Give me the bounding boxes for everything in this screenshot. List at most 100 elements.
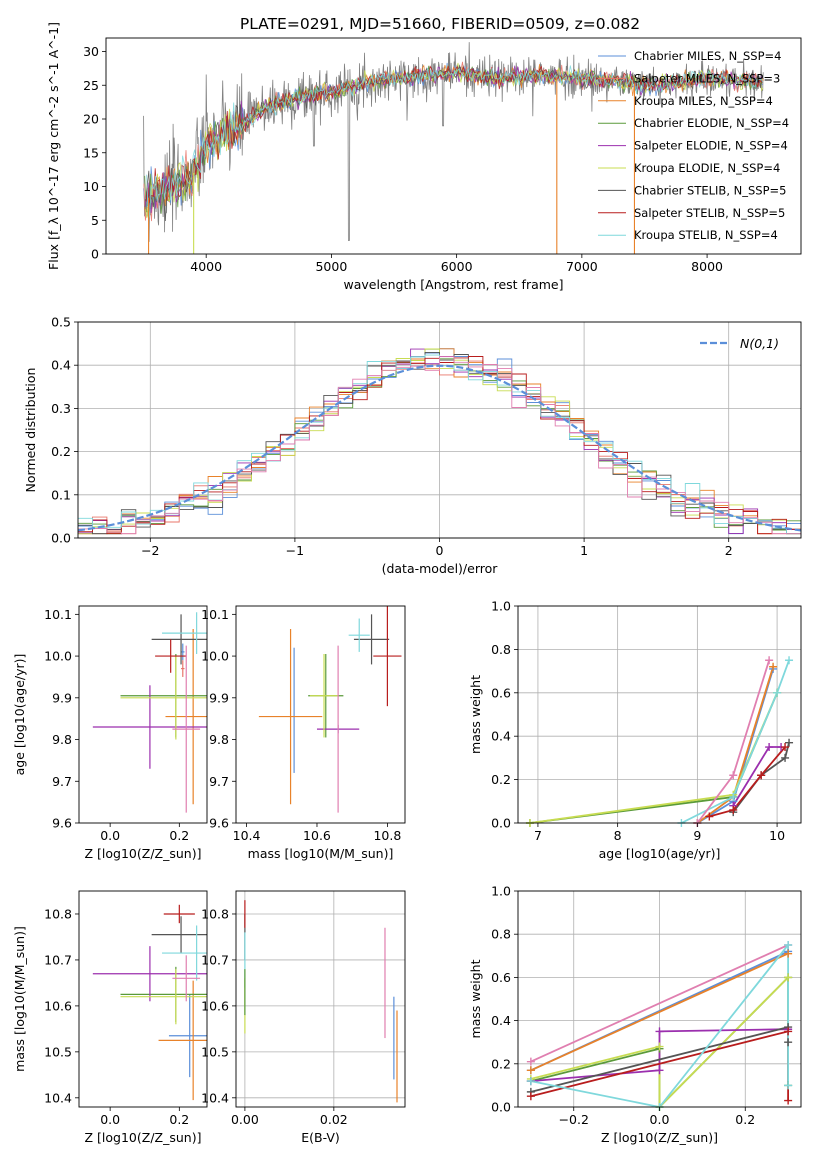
y-tick-label: 10.1 (44, 607, 72, 622)
weight-marker-extra-pink (729, 771, 738, 780)
overlay (525, 656, 794, 827)
y-tick-label: 9.6 (52, 816, 72, 831)
x-tick-label: 7 (534, 828, 542, 843)
x-tick-label: 1 (580, 543, 588, 558)
weight-marker-salpeter-stelib (729, 805, 738, 814)
normal-curve-line (78, 364, 801, 532)
weight-marker-kroupa-miles (784, 949, 793, 958)
x-tick-label: 5000 (315, 259, 347, 274)
legend-label-kroupa-miles: Kroupa MILES, N_SSP=4 (634, 94, 773, 108)
weight-marker-salpeter-elodie (655, 1066, 664, 1075)
x-tick-label: −1 (286, 543, 304, 558)
y-tick-label: 15 (83, 145, 99, 160)
y-tick-label: 10.8 (44, 906, 72, 921)
y-tick-label: 0.2 (491, 772, 511, 787)
figure-title: PLATE=0291, MJD=51660, FIBERID=0509, z=0… (240, 15, 640, 33)
y-tick-label: 0.0 (491, 816, 511, 831)
plot-area (78, 348, 801, 535)
x-tick-label: 0.0 (100, 828, 120, 843)
y-tick-label: 10.8 (201, 906, 229, 921)
y-tick-label: 1.0 (491, 599, 511, 614)
y-tick-label: 0 (91, 247, 99, 262)
y-axis-label: Normed distribution (23, 368, 38, 493)
x-tick-label: 0.2 (169, 1112, 189, 1127)
weight-marker-extra-pink (526, 1057, 535, 1066)
weight-marker-kroupa-stelib (729, 792, 738, 801)
panel-weight-vs-age: 7 8 9 10 0.0 0.2 0.4 0.6 0.8 1.0 age [log10(age/yr… (468, 599, 802, 861)
legend-label-chabrier-elodie: Chabrier ELODIE, N_SSP=4 (634, 116, 789, 130)
y-axis-label: mass weight (468, 675, 483, 754)
panel-residuals: −2 −1 0 1 2 0.0 0.1 0.2 0.3 0.4 0.5 (data-model)/er… (23, 315, 802, 576)
y-tick-label: 9.6 (209, 816, 229, 831)
y-tick-label: 10.0 (201, 649, 229, 664)
y-tick-label: 9.7 (209, 774, 229, 789)
x-tick-label: 0.2 (169, 828, 189, 843)
y-tick-label: 10.6 (44, 998, 72, 1013)
panels: 4000 5000 6000 7000 8000051015202530waveleng… (12, 22, 802, 1145)
grid (518, 605, 801, 824)
weight-line-salpeter-stelib (709, 746, 786, 818)
weight-marker-kroupa-stelib (773, 688, 782, 697)
x-tick-label: 7000 (566, 259, 598, 274)
weight-marker-chabrier-stelib (785, 738, 794, 747)
y-tick-label: 9.7 (52, 774, 72, 789)
y-tick-label: 0.6 (491, 970, 511, 985)
weight-line-kroupa-elodie (530, 976, 789, 1107)
y-tick-label: 0.3 (51, 401, 71, 416)
panel-weight-vs-z: −0.2 0.0 0.2 0.0 0.2 0.4 0.6 0.8 1.0 Z [log10(Z/Z… (468, 884, 802, 1145)
x-tick-label: 10.4 (233, 828, 261, 843)
y-tick-label: 10.5 (44, 1044, 72, 1059)
y-tick-label: 0.6 (491, 685, 511, 700)
histogram-extra-pink (78, 356, 801, 535)
weight-marker-chabrier-stelib (781, 753, 790, 762)
weight-marker-salpeter-elodie (765, 743, 774, 752)
y-tick-label: 0.8 (491, 927, 511, 942)
weight-marker-kroupa-stelib (784, 1081, 793, 1090)
y-tick-label: 9.8 (52, 732, 72, 747)
x-tick-label: 9 (693, 828, 701, 843)
y-tick-label: 0.4 (491, 729, 511, 744)
x-axis-label: age [log10(age/yr)] (599, 846, 721, 861)
legend-label-kroupa-stelib: Kroupa STELIB, N_SSP=4 (634, 228, 778, 242)
y-tick-label: 5 (91, 213, 99, 228)
x-tick-label: −0.2 (559, 1112, 589, 1127)
weight-marker-salpeter-elodie (655, 1027, 664, 1036)
weight-marker-salpeter-stelib (705, 812, 714, 821)
plot-area (258, 606, 402, 813)
y-tick-label: 10.6 (201, 998, 229, 1013)
y-tick-label: 1.0 (491, 884, 511, 899)
panel-age-vs-mass: 10.4 10.6 10.8 9.6 9.7 9.8 9.9 10.0 10.1 mass [lo… (201, 605, 406, 861)
y-tick-label: 0.2 (491, 1056, 511, 1071)
y-tick-label: 10.4 (201, 1090, 229, 1105)
legend-label-chabrier-miles: Chabrier MILES, N_SSP=4 (634, 49, 781, 63)
y-tick-label: 0.4 (491, 1013, 511, 1028)
axes-frame (78, 605, 208, 824)
weight-marker-kroupa-elodie (655, 1042, 664, 1051)
legend-label-normal: N(0,1) (740, 336, 779, 351)
y-tick-label: 9.9 (52, 690, 72, 705)
y-tick-label: 10.5 (201, 1044, 229, 1059)
y-tick-label: 25 (83, 78, 99, 93)
weight-marker-salpeter-stelib (781, 743, 790, 752)
y-tick-label: 0.2 (51, 444, 71, 459)
y-tick-label: 10.1 (201, 607, 229, 622)
x-tick-label: 10.8 (373, 828, 401, 843)
grid (236, 891, 405, 1107)
plot-area (92, 904, 207, 1101)
x-tick-label: 0.02 (320, 1112, 348, 1127)
weight-marker-salpeter-stelib (757, 771, 766, 780)
y-tick-label: 9.9 (209, 690, 229, 705)
panel-age-vs-z: 0.0 0.2 9.6 9.7 9.8 9.9 10.0 10.1 Z [log10(Z/Z_s… (12, 605, 208, 861)
y-tick-label: 10.7 (201, 952, 229, 967)
x-tick-label: 0.2 (735, 1112, 755, 1127)
weight-line-extra-pink (530, 944, 789, 1063)
legend: N(0,1) (700, 336, 779, 351)
model-line-kroupa-stelib (146, 65, 764, 218)
x-tick-label: 0.0 (100, 1112, 120, 1127)
weight-line-kroupa-stelib (530, 942, 789, 1107)
plot-area (143, 42, 764, 254)
x-axis-label: mass [log10(M/M_sun)] (248, 846, 394, 861)
legend-label-chabrier-stelib: Chabrier STELIB, N_SSP=5 (634, 183, 786, 197)
y-axis-label: mass [log10(M/M_sun)] (12, 926, 27, 1072)
